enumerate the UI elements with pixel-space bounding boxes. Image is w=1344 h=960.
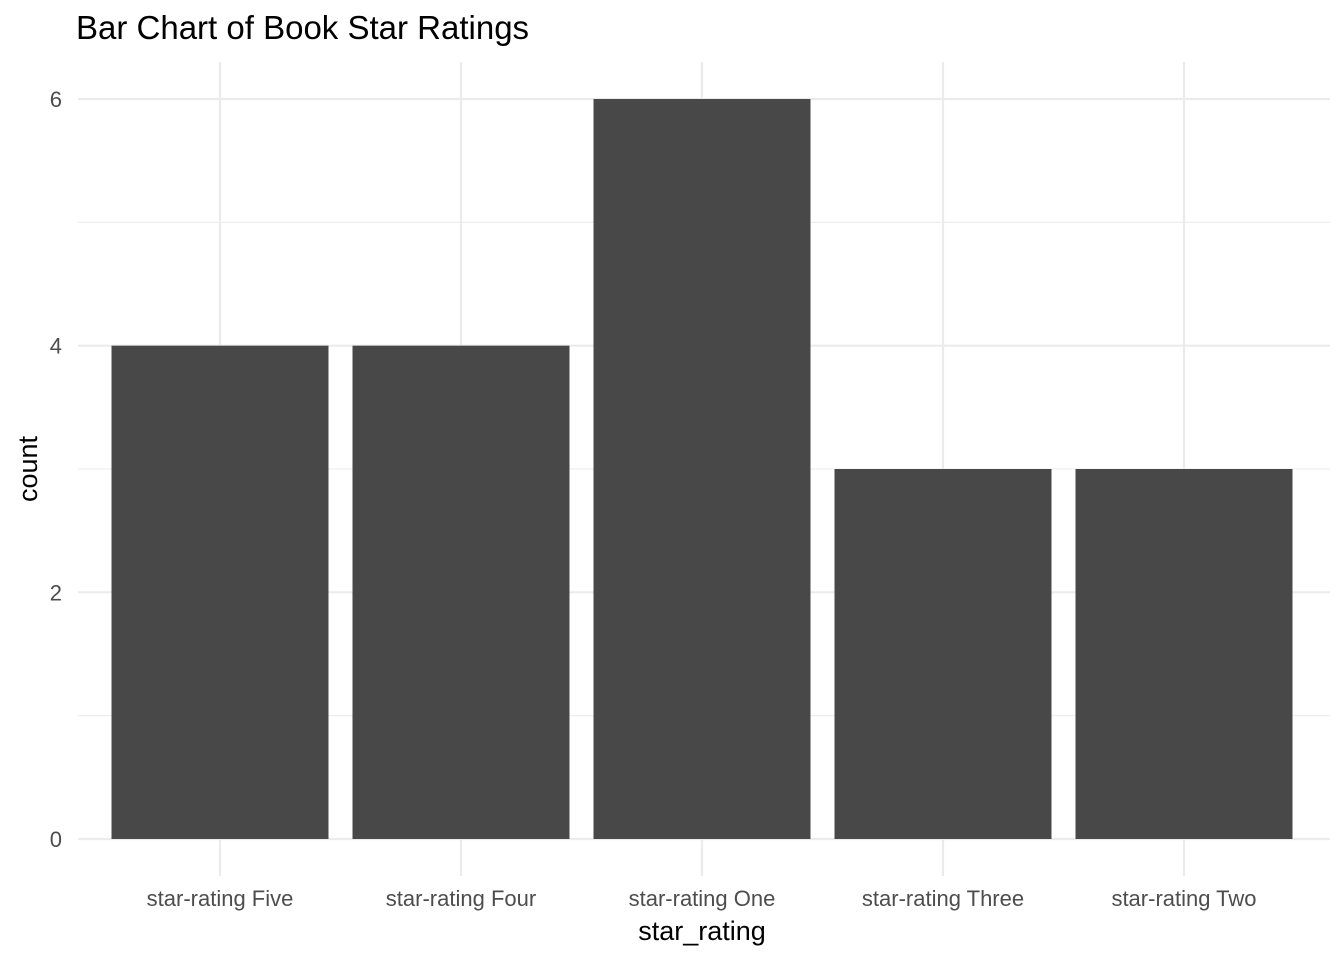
y-tick-label: 6	[50, 87, 62, 112]
bar	[1075, 469, 1293, 839]
y-tick-label: 4	[50, 334, 62, 359]
x-tick-label: star-rating Three	[862, 886, 1024, 911]
y-axis-title: count	[13, 435, 43, 502]
x-tick-label: star-rating One	[629, 886, 776, 911]
bar	[111, 345, 329, 839]
x-axis-title: star_rating	[638, 916, 766, 946]
y-tick-label: 2	[50, 580, 62, 605]
x-tick-label: star-rating Five	[147, 886, 294, 911]
y-tick-labels: 0 2 4 6	[50, 87, 62, 852]
bar	[352, 345, 570, 839]
y-tick-label: 0	[50, 827, 62, 852]
bar-layer	[111, 99, 1293, 839]
bar	[593, 99, 811, 839]
bar	[834, 469, 1052, 839]
chart-title: Bar Chart of Book Star Ratings	[76, 9, 529, 46]
x-tick-label: star-rating Four	[386, 886, 536, 911]
x-tick-labels: star-rating Five star-rating Four star-rat…	[147, 886, 1257, 911]
x-tick-label: star-rating Two	[1111, 886, 1256, 911]
